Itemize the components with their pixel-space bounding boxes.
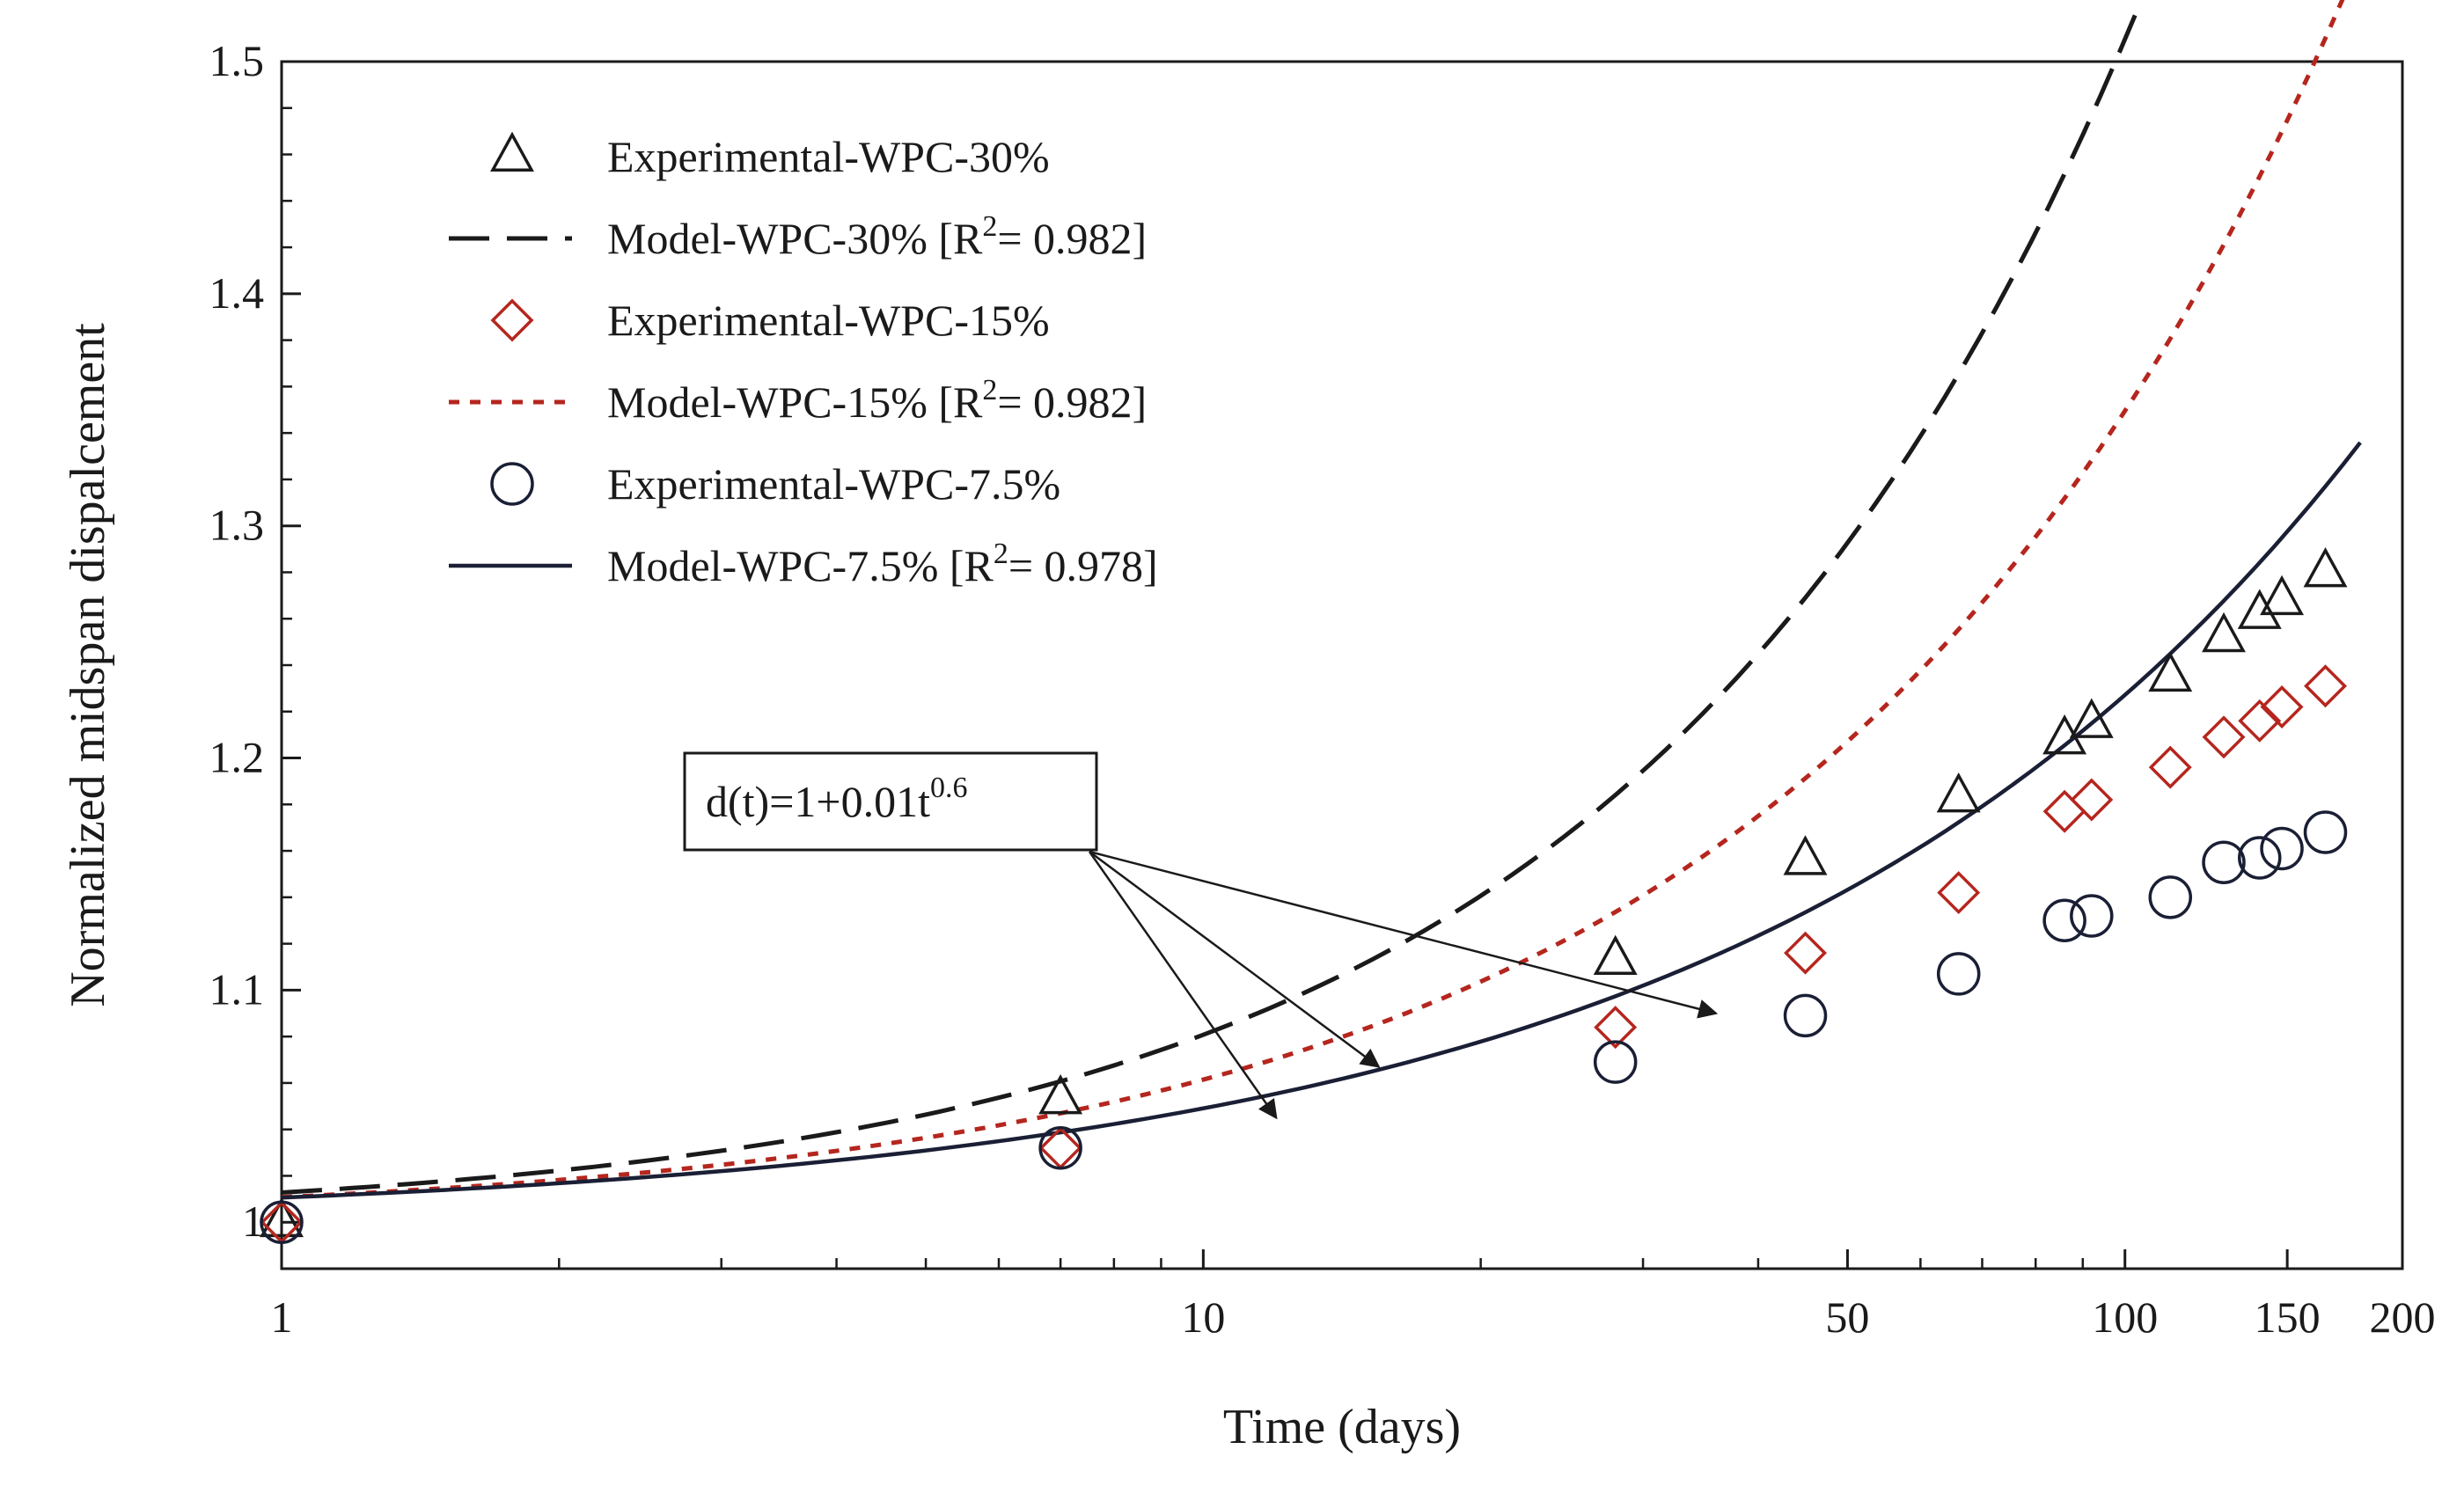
y-axis-label: Normalized midspan dispalcement	[61, 323, 115, 1007]
legend-marker-triangle	[490, 131, 534, 172]
y-tick-label: 1.5	[209, 36, 265, 85]
legend-label: Experimental-WPC-30%	[607, 132, 1050, 181]
formula-text: d(t)=1+0.01t0.6	[706, 772, 967, 826]
y-tick-label: 1.2	[209, 733, 265, 782]
data-point-triangle	[260, 1197, 304, 1238]
x-tick-label: 50	[1825, 1292, 1869, 1342]
legend: Experimental-WPC-30% Model-WPC-30% [R2= 0…	[449, 131, 1158, 590]
data-point-circle	[2202, 840, 2246, 885]
formula-box	[683, 751, 1098, 852]
data-point-triangle	[2260, 575, 2304, 616]
data-point-triangle	[1038, 1073, 1083, 1115]
data-point-circle	[2148, 875, 2193, 919]
axis-tick-labels: 11.11.21.31.41.51 10 50 100 150 200	[209, 36, 2436, 1342]
data-point-diamond	[2304, 664, 2347, 708]
data-point-diamond	[1784, 931, 1827, 975]
data-point-circle	[2042, 898, 2086, 942]
y-tick-label: 1.4	[209, 268, 265, 318]
legend-r2-superscript: 2	[982, 210, 997, 243]
annotation-arrow	[1089, 850, 1381, 1068]
data-point-diamond	[2238, 699, 2282, 743]
data-point-triangle	[2148, 651, 2193, 692]
data-point-diamond	[2202, 715, 2246, 759]
data-point-triangle	[2202, 611, 2246, 653]
x-tick-label: 1	[271, 1292, 293, 1342]
data-point-circle	[2260, 826, 2304, 871]
x-axis-label: Time (days)	[1223, 1400, 1461, 1454]
legend-r2-superscript: 2	[994, 538, 1008, 570]
legend-r2-value: = 0.982]	[997, 214, 1147, 263]
legend-label: Experimental-WPC-15%	[607, 296, 1050, 345]
y-tick-label: 1.3	[209, 501, 265, 550]
data-point-diamond	[2070, 778, 2114, 822]
legend-marker-diamond	[490, 298, 534, 342]
data-point-triangle	[2303, 547, 2348, 588]
data-point-circle	[1936, 952, 1981, 996]
data-point-circle	[260, 1200, 304, 1244]
legend-label: Model-WPC-30% [R2= 0.982]	[607, 210, 1147, 263]
legend-marker-circle	[490, 462, 534, 506]
formula-annotation: d(t)=1+0.01t0.6	[683, 751, 1719, 1120]
legend-r2-value: = 0.982]	[997, 377, 1147, 427]
formula-exponent: 0.6	[930, 772, 968, 804]
x-tick-label: 10	[1181, 1292, 1225, 1342]
data-point-diamond	[2260, 685, 2304, 728]
model-curve-dashed	[281, 0, 2144, 1195]
x-tick-label: 150	[2255, 1292, 2321, 1342]
data-point-circle	[2070, 894, 2114, 938]
annotation-arrow	[1089, 850, 1719, 1019]
data-point-circle	[1783, 993, 1828, 1038]
legend-label: Model-WPC-7.5% [R2= 0.978]	[607, 538, 1158, 590]
data-point-diamond	[1937, 871, 1981, 915]
data-point-triangle	[2237, 589, 2282, 629]
data-point-diamond	[2042, 789, 2086, 833]
data-point-triangle	[1593, 934, 1638, 976]
data-point-circle	[2303, 810, 2348, 854]
plot-frame	[280, 60, 2404, 1270]
annotation-arrow	[1088, 851, 1278, 1120]
data-point-circle	[1593, 1040, 1638, 1084]
data-point-circle	[2238, 836, 2282, 880]
data-point-triangle	[2069, 698, 2114, 738]
model-curve-dotted	[281, 0, 2345, 1200]
y-tick-label: 1.1	[209, 964, 265, 1014]
x-tick-label: 100	[2092, 1292, 2158, 1342]
x-tick-label: 200	[2370, 1292, 2436, 1342]
legend-label: Model-WPC-15% [R2= 0.982]	[607, 374, 1147, 427]
axis-ticks	[280, 60, 2404, 1269]
model-curve-solid	[281, 441, 2362, 1200]
data-point-triangle	[1783, 835, 1828, 875]
data-point-circle	[1038, 1126, 1082, 1170]
model-curves	[281, 0, 2362, 1200]
legend-r2-value: = 0.978]	[1008, 541, 1158, 590]
legend-label: Experimental-WPC-7.5%	[607, 459, 1060, 509]
legend-r2-superscript: 2	[982, 374, 997, 406]
data-point-diamond	[1594, 1006, 1638, 1050]
data-point-diamond	[2148, 745, 2192, 789]
experimental-points	[260, 547, 2348, 1244]
data-point-triangle	[1936, 772, 1981, 813]
